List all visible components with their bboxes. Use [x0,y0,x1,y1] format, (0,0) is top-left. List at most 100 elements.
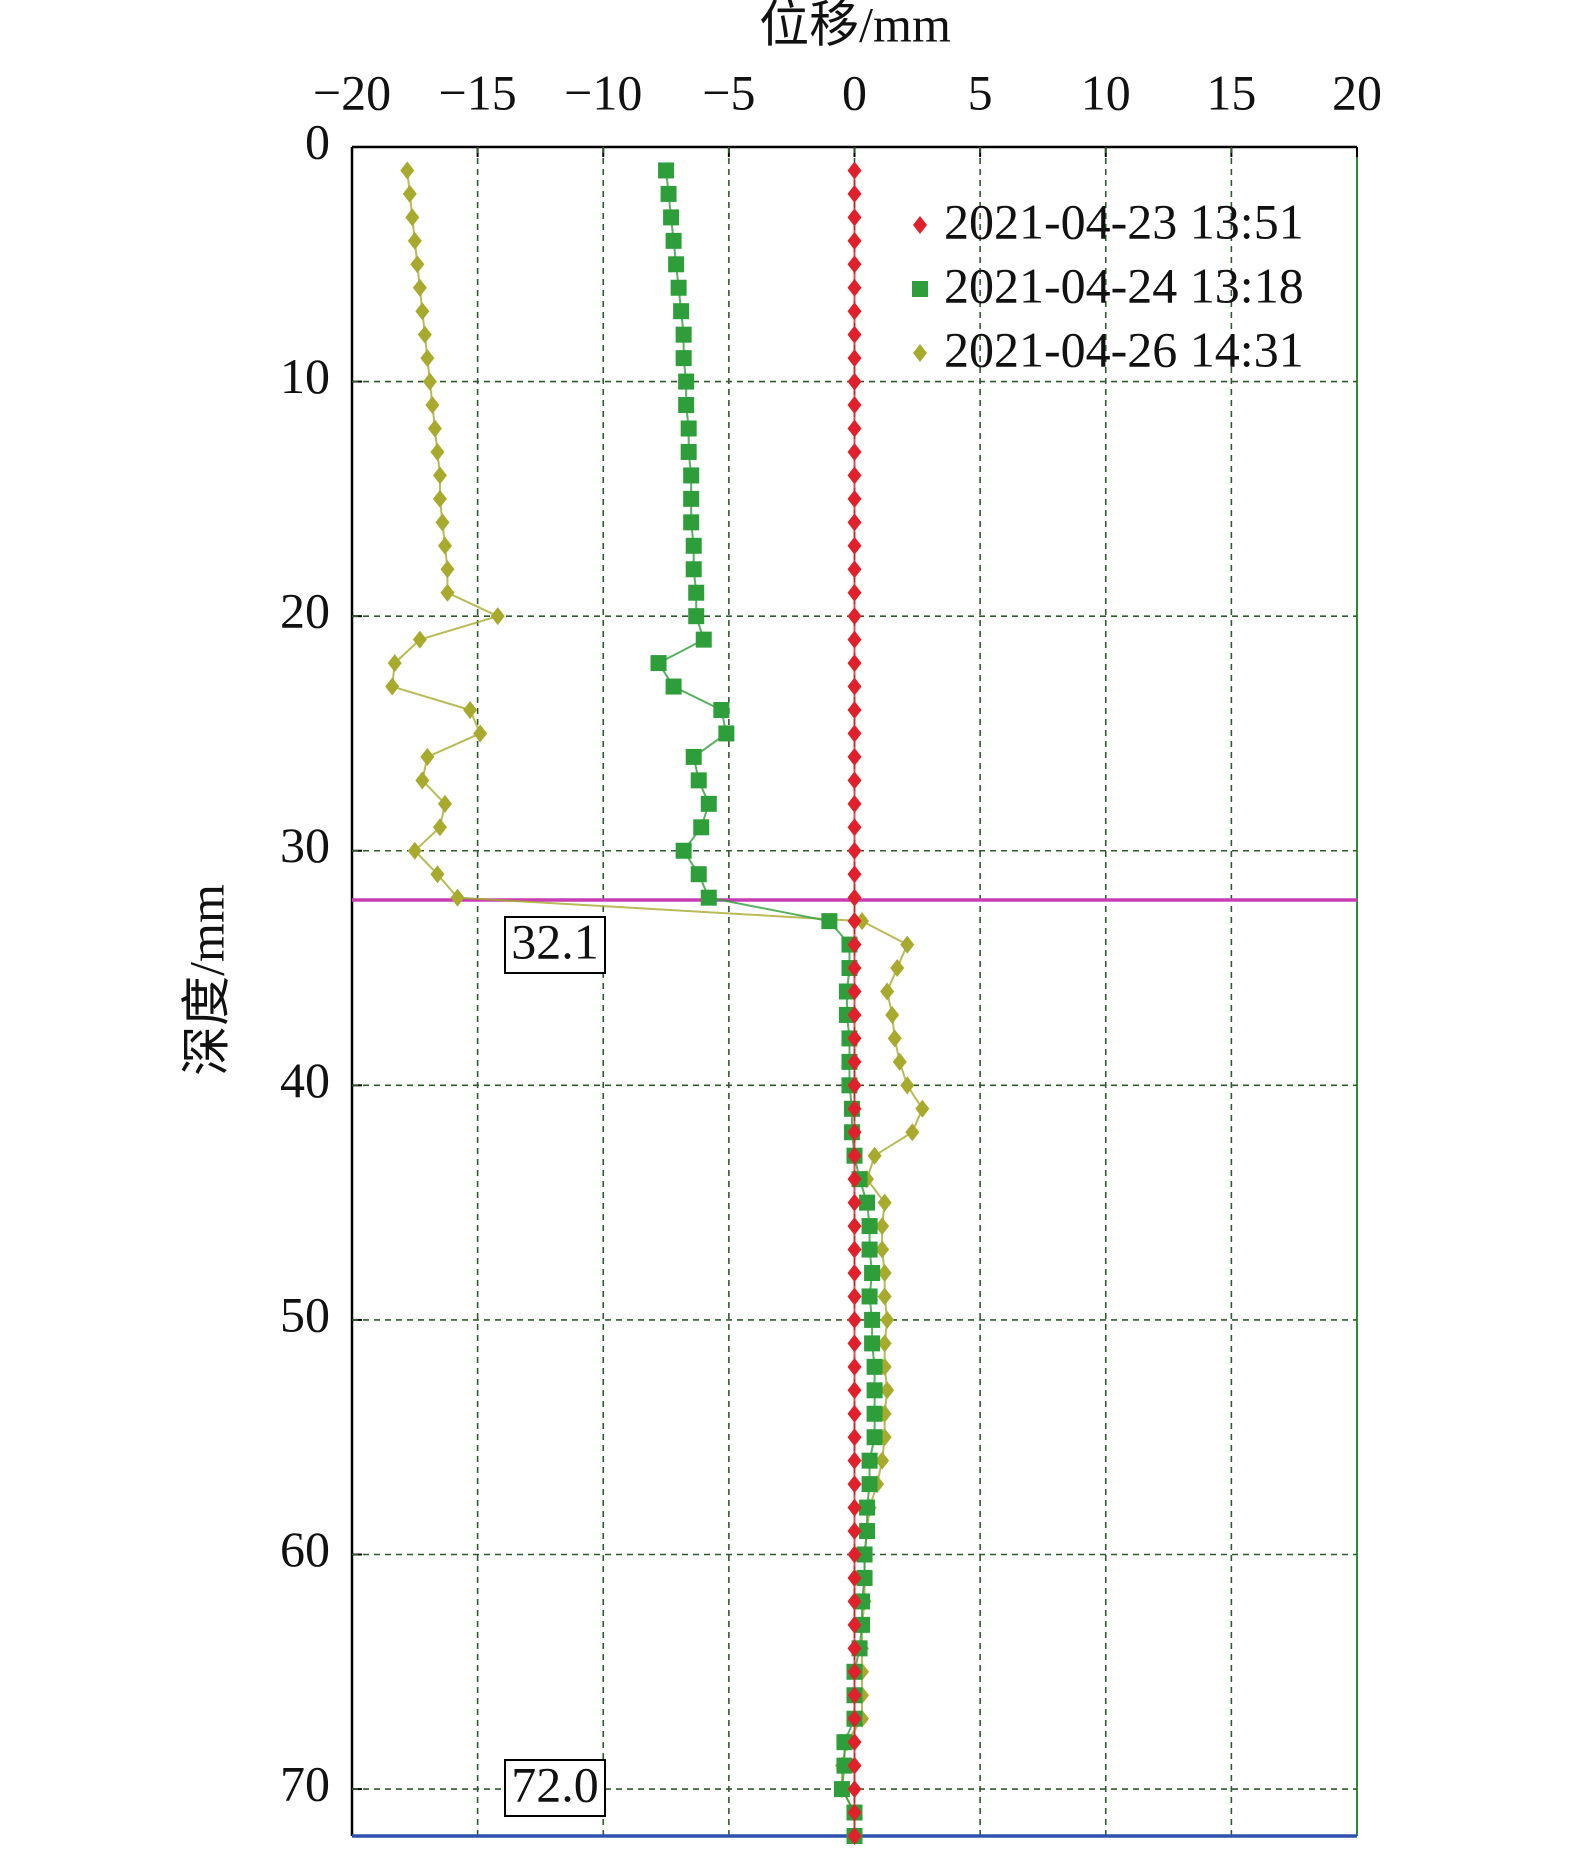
point [435,513,450,532]
point [847,560,862,579]
point [700,795,717,812]
point [432,489,447,508]
point [836,1757,853,1774]
point [847,724,862,743]
point [402,184,417,203]
legend-label: 2021-04-26 14:31 [944,321,1304,377]
legend-label: 2021-04-23 13:51 [944,193,1304,249]
point [847,1193,862,1212]
y-tick-label: 30 [280,817,330,873]
x-tick-label: 10 [1081,64,1131,120]
point [675,326,692,343]
point [847,865,862,884]
point [847,959,862,978]
y-tick-label: 0 [305,113,330,169]
point [412,278,427,297]
point [385,677,400,696]
point [847,513,862,532]
point [900,1076,915,1095]
point [847,372,862,391]
point [847,1686,862,1705]
point [490,607,505,626]
point [440,583,455,602]
point [847,701,862,719]
point [866,1405,883,1422]
point [900,935,915,954]
point [665,232,682,249]
y-tick-label: 50 [280,1286,330,1342]
point [430,442,445,461]
y-tick-label: 10 [280,348,330,404]
x-tick-label: 20 [1332,64,1382,120]
point [864,1335,881,1352]
y-axis-title: 深度/mm [178,884,234,1076]
point [821,913,838,930]
point [847,818,862,837]
point [675,350,692,367]
point [866,1382,883,1399]
point [847,349,862,368]
point [880,982,895,1001]
point [663,209,680,226]
point [700,889,717,906]
point [685,748,702,765]
point [400,161,415,180]
point [847,1568,862,1587]
y-tick-label: 70 [280,1756,330,1812]
point [877,1193,892,1212]
point [427,419,442,438]
point [866,1429,883,1446]
point [847,1217,862,1236]
point [680,443,697,460]
point [847,1498,862,1517]
point [415,771,430,790]
point [847,1733,862,1752]
point [847,1451,862,1470]
point [875,1451,890,1470]
point [420,747,435,766]
point [877,1264,892,1282]
y-tick-label: 40 [280,1052,330,1108]
point [847,231,862,250]
point [847,1264,862,1282]
point [420,349,435,368]
point [690,772,707,789]
point [847,794,862,813]
point [685,561,702,578]
point [861,1476,878,1493]
point [847,536,862,555]
point [880,1310,895,1329]
point [847,1709,862,1728]
point [864,1265,881,1281]
legend-marker [913,344,927,362]
x-axis-title: 位移/mm [759,0,951,52]
point [867,1146,882,1165]
point [847,1146,862,1165]
point [422,372,437,391]
point [847,1310,862,1329]
point [847,1803,862,1822]
point [861,1288,878,1305]
annotation-box [504,916,606,975]
point [463,701,478,719]
annotation-label: 72.0 [511,1756,599,1812]
point [405,208,420,227]
point [847,1123,862,1142]
x-tick-label: −15 [439,64,517,120]
point [847,1615,862,1634]
point [693,819,710,836]
point [892,1052,907,1071]
point [847,1428,862,1447]
point [890,959,905,978]
point [437,794,452,813]
point [861,1218,878,1235]
point [847,1475,862,1494]
point [678,373,695,390]
point [877,1287,892,1306]
point [650,655,667,672]
point [440,560,455,579]
point [856,1569,873,1586]
point [675,842,692,859]
point [859,1194,876,1211]
